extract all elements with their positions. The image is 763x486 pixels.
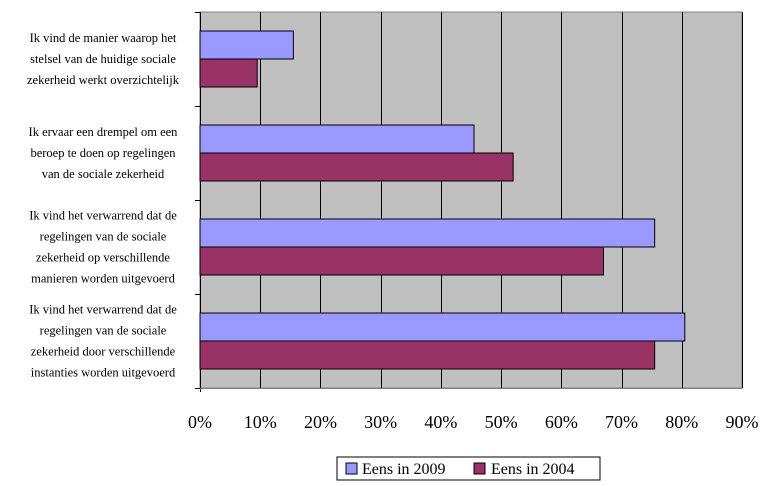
x-tick-label: 10% [244,412,277,432]
bar-2009 [199,218,656,248]
x-tick-label: 0% [188,412,212,432]
category-label-line: beroep te doen op regelingen [30,146,176,160]
category-label-line: regelingen van de sociale [40,324,167,338]
x-tick-label: 80% [665,412,698,432]
category-label-line: regelingen van de sociale [40,230,167,244]
bar-2004 [199,340,656,370]
x-tick-label: 90% [726,412,759,432]
x-tick-label: 50% [485,412,518,432]
category-label-line: Ik vind het verwarrend dat de [29,303,177,317]
legend-label: Eens in 2009 [362,461,446,478]
category-label-line: zekerheid werkt overzichtelijk [27,73,180,87]
x-tick-label: 20% [304,412,337,432]
x-tick-label: 70% [605,412,638,432]
bar-2009 [199,312,686,342]
bar-2009 [199,124,475,154]
bar-2004 [199,58,258,88]
legend-box [336,456,601,481]
category-label-line: instanties worden uitgevoerd [31,366,176,380]
bar-2009 [199,30,294,60]
category-label-line: Ik vind de manier waarop het [30,31,177,45]
category-label-line: Ik vind het verwarrend dat de [29,209,177,223]
category-label-line: Ik ervaar een drempel om een [29,125,179,139]
category-label-line: van de sociale zekerheid [42,167,165,181]
x-tick-label: 30% [364,412,397,432]
bar-2004 [199,152,514,182]
category-label: Ik vind het verwarrend dat de regelingen … [29,209,177,286]
category-label-line: stelsel van de huidige sociale [30,52,176,66]
category-label-line: manieren worden uitgevoerd [31,272,175,286]
category-label-line: zekerheid op verschillende [36,251,170,265]
bar-2004 [199,246,604,276]
category-label: Ik ervaar een drempel om een beroep te do… [29,125,179,181]
x-tick-label: 40% [424,412,457,432]
legend-swatch [473,462,486,475]
category-label-line: zekerheid door verschillende [31,345,176,359]
category-label: Ik vind de manier waarop het stelsel van … [27,31,180,87]
legend-label: Eens in 2004 [491,461,575,478]
category-label: Ik vind het verwarrend dat de regelingen … [29,303,177,380]
legend-swatch [345,462,358,475]
x-tick-label: 60% [545,412,578,432]
